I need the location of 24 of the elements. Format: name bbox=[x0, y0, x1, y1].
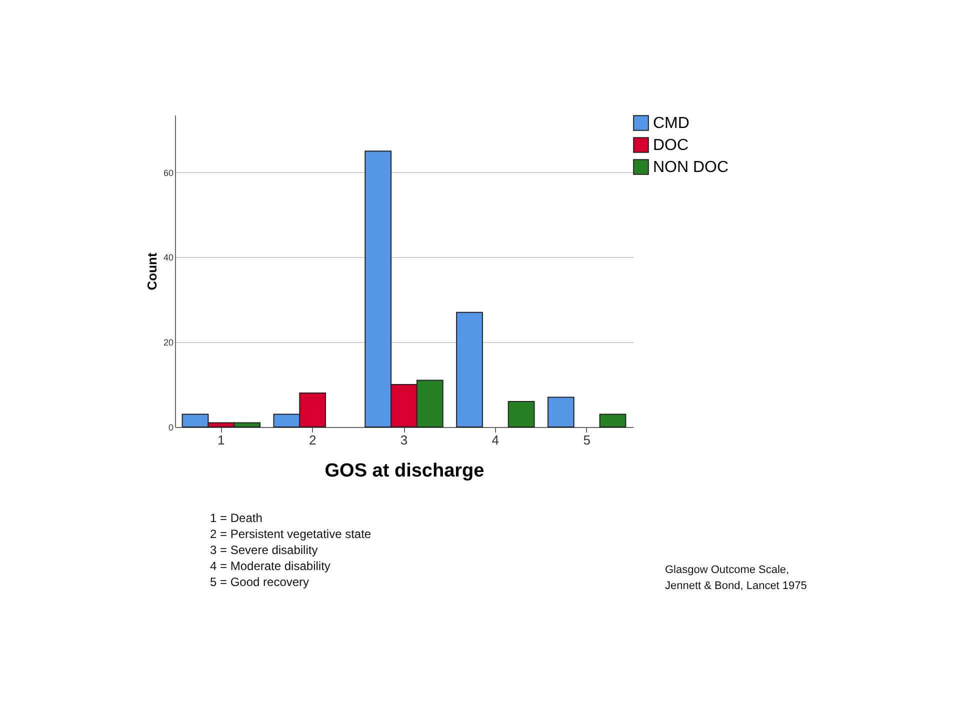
x-tick-label: 3 bbox=[400, 432, 408, 448]
text: 2 = Persistent vegetative state bbox=[210, 526, 372, 542]
x-tick-label: 1 bbox=[218, 432, 225, 448]
y-tick-label: 20 bbox=[163, 338, 174, 348]
x-tick-label: 5 bbox=[583, 432, 590, 448]
y-tick-label: 60 bbox=[163, 168, 174, 178]
text: 4 = Moderate disability bbox=[210, 558, 332, 574]
text: 3 = Severe disability bbox=[210, 542, 319, 558]
bar bbox=[599, 414, 626, 428]
legend-label: CMD bbox=[653, 115, 690, 132]
legend-label: NON DOC bbox=[653, 159, 729, 176]
bar bbox=[456, 312, 483, 428]
bar bbox=[508, 401, 535, 428]
x-tick-label: 2 bbox=[308, 432, 316, 448]
x-tick-label: 4 bbox=[492, 432, 500, 448]
bar bbox=[547, 396, 574, 428]
text: 5 = Good recovery bbox=[210, 574, 310, 590]
y-tick-label: 40 bbox=[163, 252, 174, 263]
text: Glasgow Outcome Scale, Jennett & Bond, Lancet 1975 bbox=[665, 563, 807, 594]
legend-label: DOC bbox=[653, 137, 689, 154]
x-axis-title: GOS at discharge bbox=[324, 460, 484, 482]
y-tick-label: 0 bbox=[168, 422, 174, 432]
y-axis-title: Count bbox=[144, 252, 160, 290]
text: 1 = Death bbox=[210, 510, 264, 526]
